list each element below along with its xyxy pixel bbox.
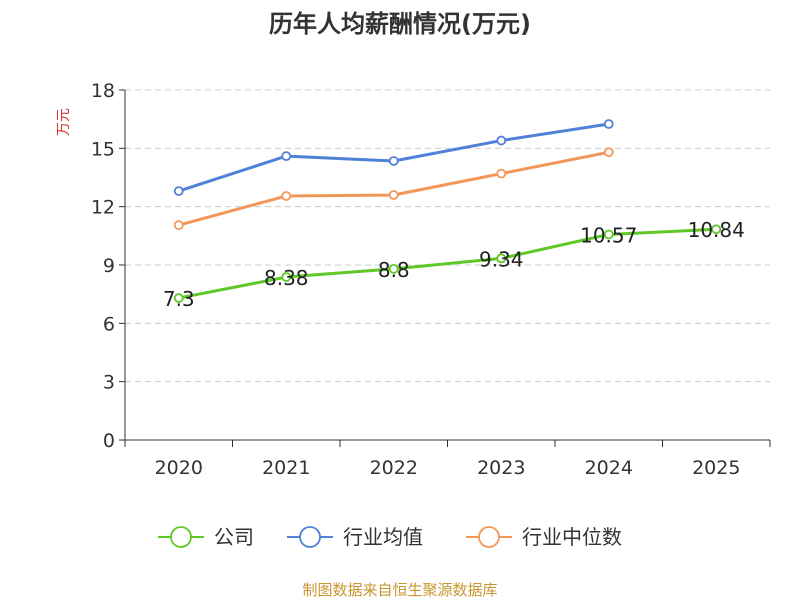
series-line-0	[178, 227, 717, 300]
data-label: 10.84	[688, 218, 745, 242]
x-tick-label: 2020	[155, 457, 203, 479]
series-point-2	[281, 191, 292, 201]
axes: 0 3 6 9 12 15 18 2020 2021 2022 2023 2024 2025	[91, 80, 771, 479]
series-point-0	[173, 293, 184, 303]
series-point-0	[603, 229, 614, 240]
legend: 公司 行业均值 行业中位数	[158, 525, 622, 549]
data-label: 8.38	[264, 266, 309, 290]
series-point-0	[281, 272, 292, 282]
y-tick-label: 0	[103, 430, 115, 452]
series-point-1	[603, 119, 614, 129]
x-tick-label: 2022	[370, 457, 418, 479]
legend-marker-1	[299, 526, 321, 548]
series-point-2	[388, 190, 399, 200]
series-point-1	[173, 186, 184, 197]
x-tick-label: 2025	[692, 457, 740, 479]
legend-label-2: 行业中位数	[522, 525, 622, 549]
data-label: 10.57	[580, 223, 637, 247]
series-point-1	[496, 135, 507, 146]
data-labels: 7.3 8.38 8.8 9.34 10.57 10.84	[163, 218, 745, 311]
series-point-0	[711, 224, 722, 235]
y-tick-label: 9	[103, 255, 115, 277]
y-tick-label: 6	[103, 313, 115, 335]
x-tick-label: 2024	[585, 457, 633, 479]
series-point-2	[496, 168, 507, 179]
gridlines	[125, 89, 770, 383]
y-tick-label: 18	[91, 80, 115, 102]
series-point-2	[173, 220, 184, 231]
data-label: 8.8	[378, 258, 410, 282]
data-label: 9.34	[479, 247, 524, 271]
series-point-1	[388, 156, 399, 166]
legend-marker-0	[170, 526, 192, 548]
legend-marker-2	[478, 526, 500, 548]
source-note: 制图数据来自恒生聚源数据库	[302, 581, 497, 599]
y-tick-label: 12	[91, 197, 115, 219]
x-tick-label: 2023	[477, 457, 525, 479]
legend-label-0: 公司	[214, 525, 254, 549]
x-tick-label: 2021	[262, 457, 310, 479]
series-point-0	[496, 253, 507, 264]
y-tick-label: 15	[91, 138, 115, 160]
legend-label-1: 行业均值	[343, 525, 423, 549]
data-label: 7.3	[163, 287, 195, 311]
y-tick-label: 3	[103, 372, 115, 394]
series-point-2	[603, 147, 614, 158]
series-point-1	[281, 151, 292, 162]
series-lines	[173, 119, 722, 303]
chart-title: 历年人均薪酬情况(万元)	[269, 10, 531, 38]
y-axis-label: 万元	[56, 108, 72, 136]
series-point-0	[388, 263, 399, 274]
